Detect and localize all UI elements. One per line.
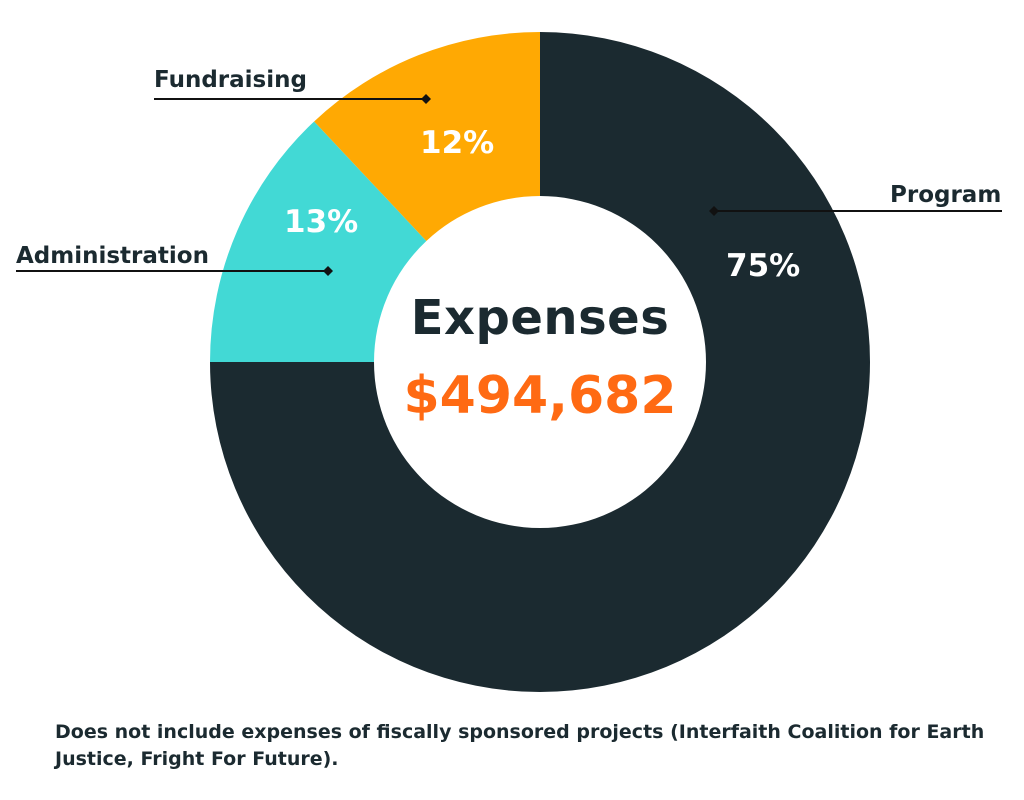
callout-program: Program — [890, 182, 1002, 208]
slice-label-fundraising: 12% — [420, 125, 495, 161]
leader-fundraising — [154, 94, 431, 104]
slice-program — [210, 32, 870, 692]
slice-label-program: 75% — [726, 248, 801, 284]
leader-program — [709, 206, 1002, 216]
slice-administration — [210, 121, 427, 362]
chart-total-value: $494,682 — [403, 366, 677, 426]
chart-title: Expenses — [410, 290, 670, 346]
slice-label-administration: 13% — [284, 204, 359, 240]
callout-administration: Administration — [16, 243, 209, 269]
slice-fundraising — [314, 32, 540, 241]
leader-administration — [16, 266, 333, 276]
callout-fundraising: Fundraising — [154, 67, 307, 93]
footnote: Does not include expenses of fiscally sp… — [55, 721, 985, 770]
